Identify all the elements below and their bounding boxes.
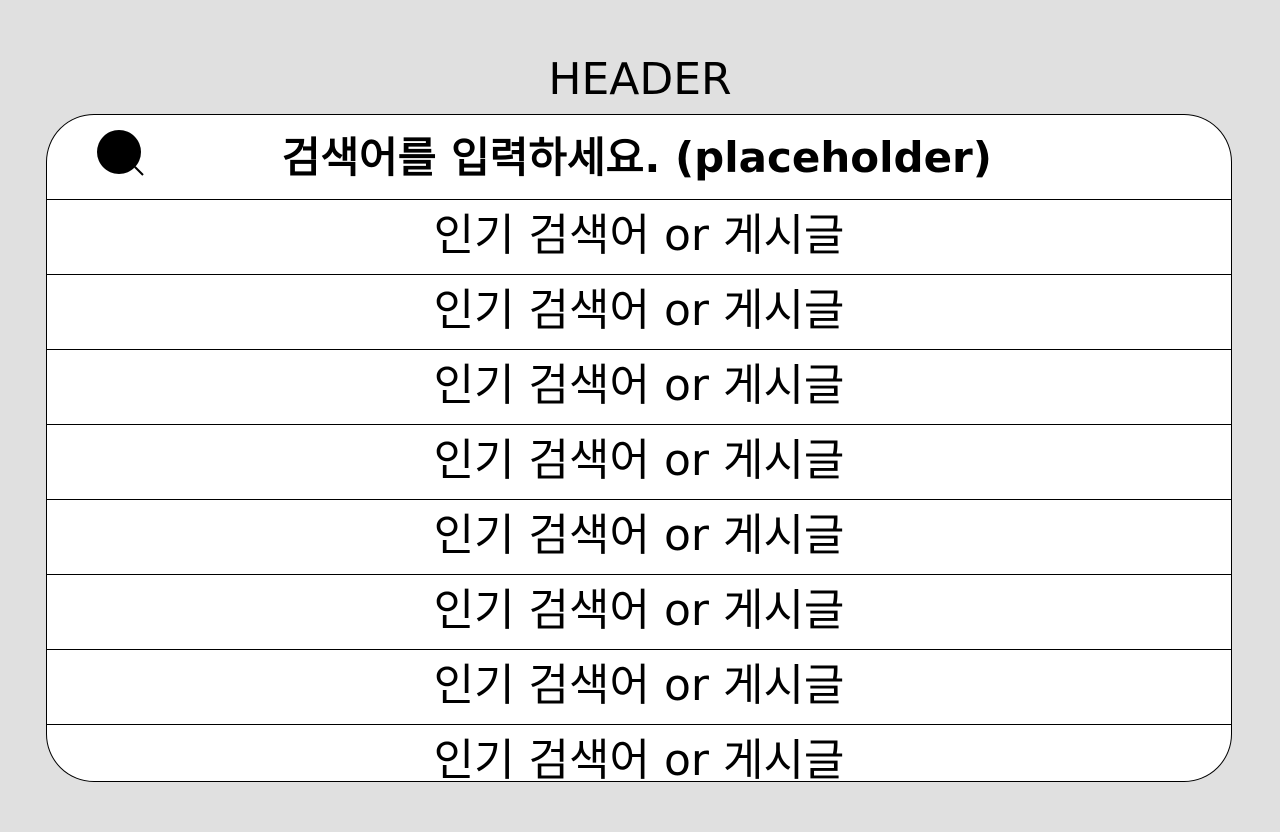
search-icon[interactable] (95, 129, 147, 177)
search-bar (47, 115, 1231, 199)
search-panel: 인기 검색어 or 게시글 인기 검색어 or 게시글 인기 검색어 or 게시… (46, 114, 1232, 782)
page-header: HEADER (548, 54, 732, 105)
search-input[interactable] (187, 131, 1087, 183)
list-item[interactable]: 인기 검색어 or 게시글 (47, 424, 1231, 499)
list-item[interactable]: 인기 검색어 or 게시글 (47, 649, 1231, 724)
list-item[interactable]: 인기 검색어 or 게시글 (47, 349, 1231, 424)
list-item[interactable]: 인기 검색어 or 게시글 (47, 199, 1231, 274)
list-item[interactable]: 인기 검색어 or 게시글 (47, 574, 1231, 649)
list-item[interactable]: 인기 검색어 or 게시글 (47, 274, 1231, 349)
list-item[interactable]: 인기 검색어 or 게시글 (47, 724, 1231, 781)
list-item[interactable]: 인기 검색어 or 게시글 (47, 499, 1231, 574)
